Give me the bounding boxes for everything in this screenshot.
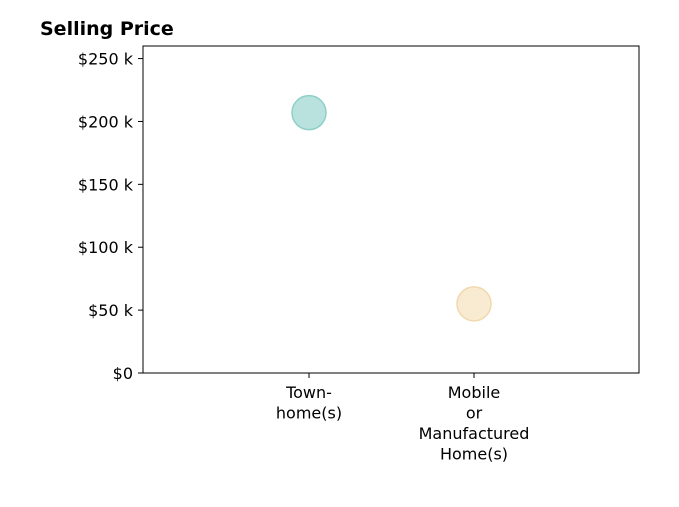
plot-frame (142, 45, 640, 374)
y-tick-label: $200 k (78, 112, 134, 131)
chart-title: Selling Price (40, 18, 174, 40)
y-tick-label: $50 k (88, 301, 134, 320)
data-point (291, 94, 327, 131)
y-tick-label: $0 (113, 364, 133, 383)
plot-area: $0 $50 k $100 k $150 k $200 k $250 k Town-home… (78, 45, 640, 464)
data-point (456, 286, 492, 322)
x-tick-label: Town-home(s) (276, 383, 342, 423)
x-tick-label: Mobile or Manufactured Home(s) (419, 383, 530, 464)
y-tick-label: $150 k (78, 175, 134, 194)
y-tick-label: $100 k (78, 238, 134, 257)
y-tick-label: $250 k (78, 50, 134, 69)
